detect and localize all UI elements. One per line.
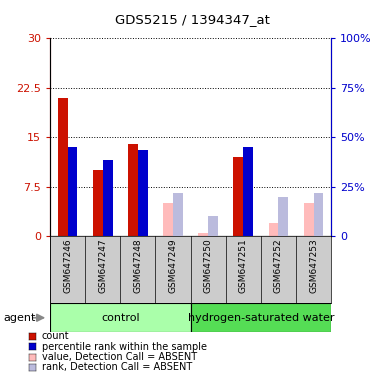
Bar <box>278 197 288 236</box>
Bar <box>198 233 208 236</box>
Text: GSM647247: GSM647247 <box>98 238 107 293</box>
Text: GSM647250: GSM647250 <box>204 238 213 293</box>
Bar <box>313 193 323 236</box>
Text: GSM647251: GSM647251 <box>239 238 248 293</box>
Bar <box>269 223 278 236</box>
Text: hydrogen-saturated water: hydrogen-saturated water <box>187 313 334 323</box>
Bar <box>243 147 253 236</box>
Text: percentile rank within the sample: percentile rank within the sample <box>42 342 207 352</box>
Bar <box>208 217 218 236</box>
Text: GSM647249: GSM647249 <box>169 238 177 293</box>
Bar <box>173 193 183 236</box>
Bar <box>68 147 77 236</box>
Text: agent: agent <box>4 313 36 323</box>
Text: GSM647246: GSM647246 <box>63 238 72 293</box>
Text: rank, Detection Call = ABSENT: rank, Detection Call = ABSENT <box>42 362 192 372</box>
Bar <box>233 157 243 236</box>
FancyBboxPatch shape <box>50 303 191 332</box>
Text: GSM647253: GSM647253 <box>309 238 318 293</box>
Text: count: count <box>42 331 69 341</box>
Text: control: control <box>101 313 140 323</box>
Bar <box>58 98 68 236</box>
Text: value, Detection Call = ABSENT: value, Detection Call = ABSENT <box>42 352 197 362</box>
Text: GSM647248: GSM647248 <box>133 238 142 293</box>
Bar <box>163 203 173 236</box>
Bar <box>138 151 148 236</box>
Text: GDS5215 / 1394347_at: GDS5215 / 1394347_at <box>115 13 270 26</box>
Text: GSM647252: GSM647252 <box>274 238 283 293</box>
Bar <box>304 203 313 236</box>
FancyBboxPatch shape <box>191 303 331 332</box>
Bar <box>128 144 138 236</box>
Bar <box>103 161 112 236</box>
Bar <box>93 170 103 236</box>
